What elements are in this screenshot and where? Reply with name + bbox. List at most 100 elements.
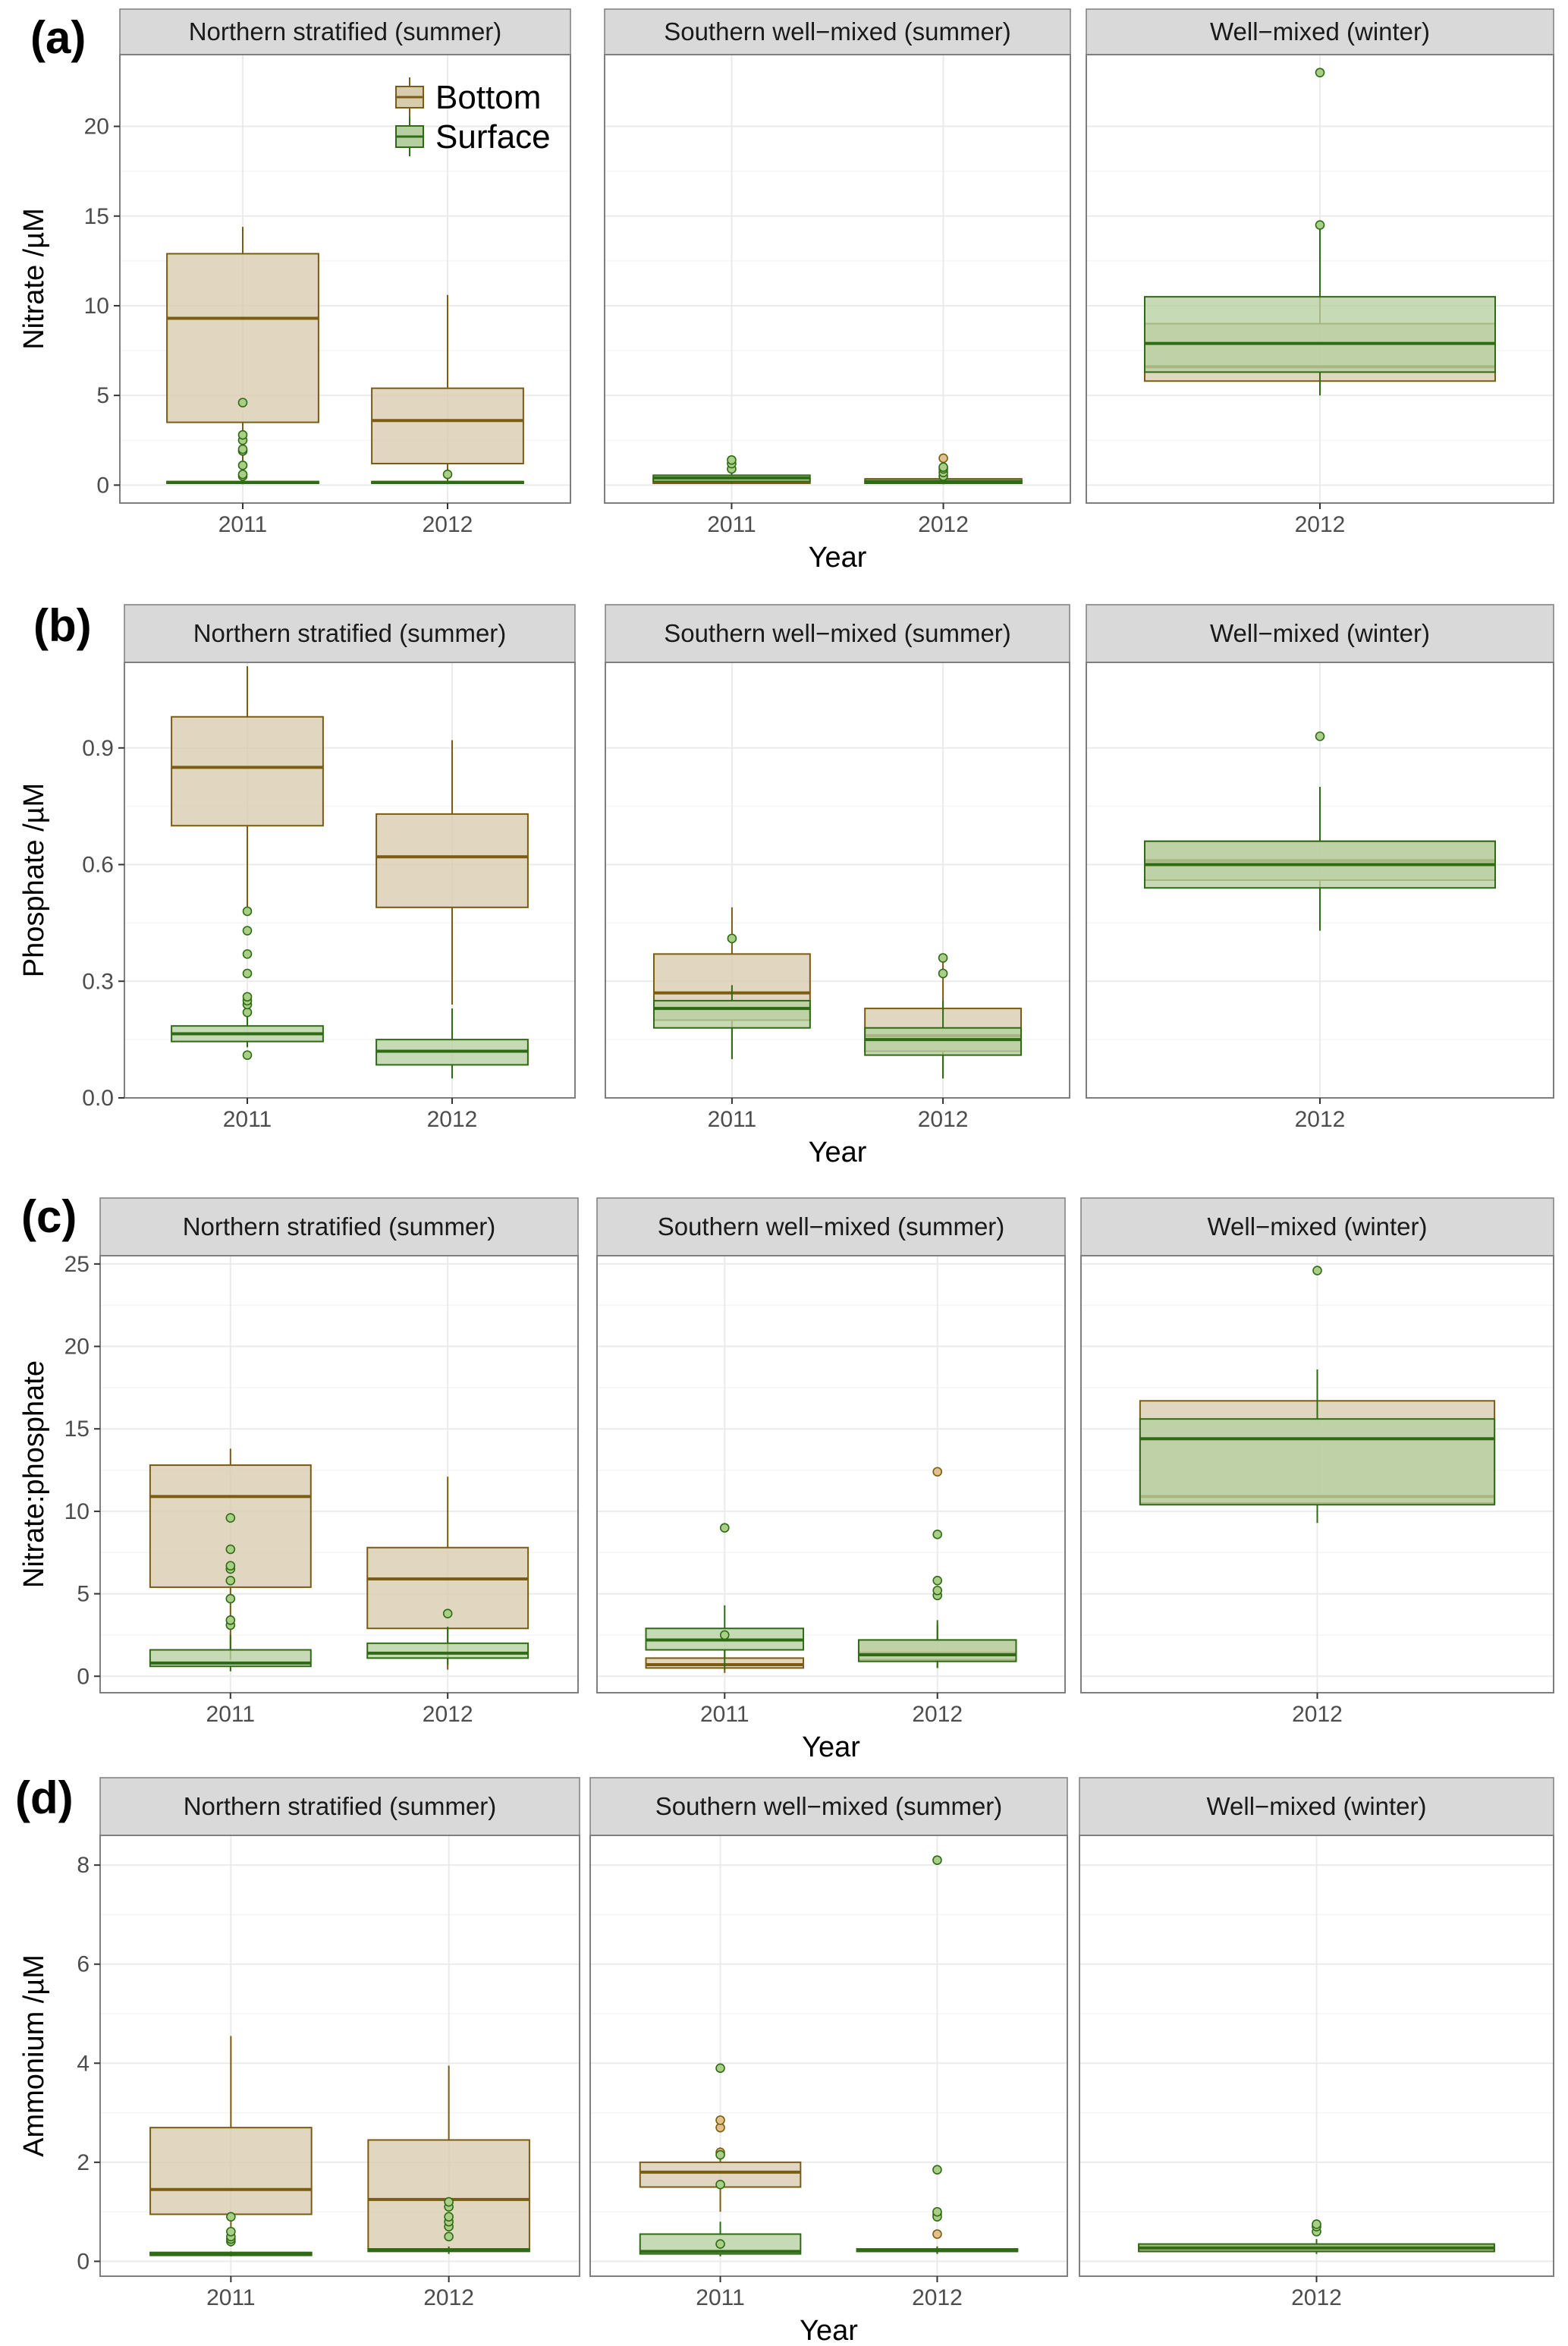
legend-key-bottom (395, 77, 424, 117)
facet-title: Northern stratified (summer) (183, 1212, 496, 1241)
plot-background (597, 1256, 1065, 1693)
panel-border (124, 662, 576, 1099)
outlier-point (938, 968, 948, 979)
x-axis-title: Year (809, 1137, 867, 1168)
facet-strip (596, 1197, 1066, 1256)
y-tick-label: 15 (64, 1417, 90, 1442)
x-tick-label: 2012 (918, 512, 969, 537)
y-tick-label: 4 (77, 2051, 90, 2076)
box-surface-2011 (166, 398, 319, 485)
x-tick-label: 2011 (206, 2285, 256, 2310)
box-body (366, 1642, 529, 1659)
y-tick-label: 8 (77, 1853, 90, 1878)
outlier-point (237, 398, 248, 407)
facet-title: Southern well−mixed (summer) (655, 1792, 1003, 1820)
x-tick-label: 2012 (912, 2285, 963, 2310)
facet-title: Well−mixed (winter) (1210, 619, 1430, 647)
outlier-point (226, 2226, 236, 2237)
y-tick-label: 0.9 (82, 736, 114, 761)
facet-1: Northern stratified (summer) 2011 2012 0.0 0… (82, 604, 576, 1132)
panel-border (99, 1835, 580, 2277)
facet-3: Well−mixed (winter) 2012 (1079, 1777, 1554, 2310)
y-axis-title: Phosphate /µM (18, 783, 50, 977)
facet-title: Northern stratified (summer) (184, 1792, 497, 1820)
outlier-point (242, 992, 253, 1002)
outlier-point (727, 933, 737, 944)
y-tick-label: 25 (64, 1252, 90, 1277)
box-surface-2012 (857, 1530, 1017, 1668)
panel-border (596, 1255, 1066, 1693)
panel-letter: (c) (21, 1191, 77, 1242)
facet-3: Well−mixed (winter) 2012 (1080, 1197, 1554, 1727)
y-tick-label: 2 (77, 2150, 90, 2175)
box-bottom-2011 (166, 226, 319, 480)
box-surface-2011 (639, 2063, 802, 2256)
outlier-point (225, 1561, 236, 1571)
outlier-point (932, 2165, 942, 2175)
box-surface-2012 (367, 2197, 530, 2254)
panel-border (605, 662, 1070, 1099)
x-tick-label: 2012 (1295, 1107, 1346, 1132)
x-tick-label: 2012 (912, 1702, 963, 1727)
outlier-point (225, 1615, 236, 1625)
x-axis-title: Year (800, 2315, 858, 2346)
outlier-point (444, 2212, 454, 2222)
facet-strip (99, 1777, 580, 1836)
facet-strip (1086, 604, 1554, 663)
x-tick-label: 2012 (423, 512, 473, 537)
facet-title: Well−mixed (winter) (1210, 17, 1430, 46)
legend-key-surface (395, 117, 424, 156)
facet-2: Southern well−mixed (summer) 2011 2012 (589, 1777, 1068, 2310)
outlier-point (932, 1575, 943, 1586)
outlier-point (242, 906, 253, 917)
box-bottom-2012 (371, 294, 524, 483)
outlier-point (242, 968, 253, 979)
box-body (1139, 1418, 1496, 1506)
outlier-point (719, 1523, 730, 1533)
x-tick-label: 2011 (218, 512, 268, 537)
x-tick-label: 2012 (423, 2285, 474, 2310)
box-surface-2011 (171, 906, 324, 1060)
y-tick-label: 0 (77, 2249, 90, 2274)
y-tick-label: 5 (96, 383, 109, 408)
outlier-point (226, 2212, 236, 2222)
outlier-point (444, 2231, 454, 2242)
x-tick-label: 2012 (1291, 2285, 1342, 2310)
facet-title: Well−mixed (winter) (1206, 1792, 1426, 1820)
y-tick-label: 15 (84, 204, 109, 229)
box-body (371, 387, 524, 464)
box-surface-2011 (149, 1513, 312, 1671)
box-surface-2011 (652, 933, 811, 1059)
facet-title: Well−mixed (winter) (1207, 1212, 1427, 1241)
outlier-point (225, 1544, 236, 1555)
outlier-point (932, 1530, 943, 1539)
x-axis-title: Year (809, 542, 867, 574)
facet-title: Southern well−mixed (summer) (664, 619, 1011, 647)
outlier-point (1315, 731, 1325, 741)
x-tick-label: 2011 (700, 1702, 749, 1727)
facet-strip (605, 604, 1070, 663)
outlier-point (444, 2197, 454, 2207)
x-tick-label: 2012 (918, 1107, 969, 1132)
y-tick-label: 0.3 (82, 969, 114, 994)
box-body (166, 253, 319, 423)
outlier-point (442, 469, 453, 480)
outlier-point (242, 1050, 253, 1060)
outlier-point (932, 1855, 942, 1865)
box-body (1144, 296, 1496, 373)
box-body (376, 813, 529, 908)
box-surface-2011 (645, 1523, 805, 1670)
panel-border (589, 1835, 1068, 2277)
y-tick-label: 0.0 (82, 1086, 114, 1111)
x-tick-label: 2012 (423, 1702, 473, 1727)
y-tick-label: 20 (84, 115, 109, 140)
box-body (149, 2127, 313, 2215)
outlier-point (237, 469, 248, 480)
outlier-point (715, 2239, 725, 2249)
outlier-point (938, 462, 948, 473)
outlier-point (237, 429, 248, 440)
plot-background (605, 55, 1070, 503)
facet-2: Southern well−mixed (summer) 2011 2012 (605, 604, 1070, 1132)
